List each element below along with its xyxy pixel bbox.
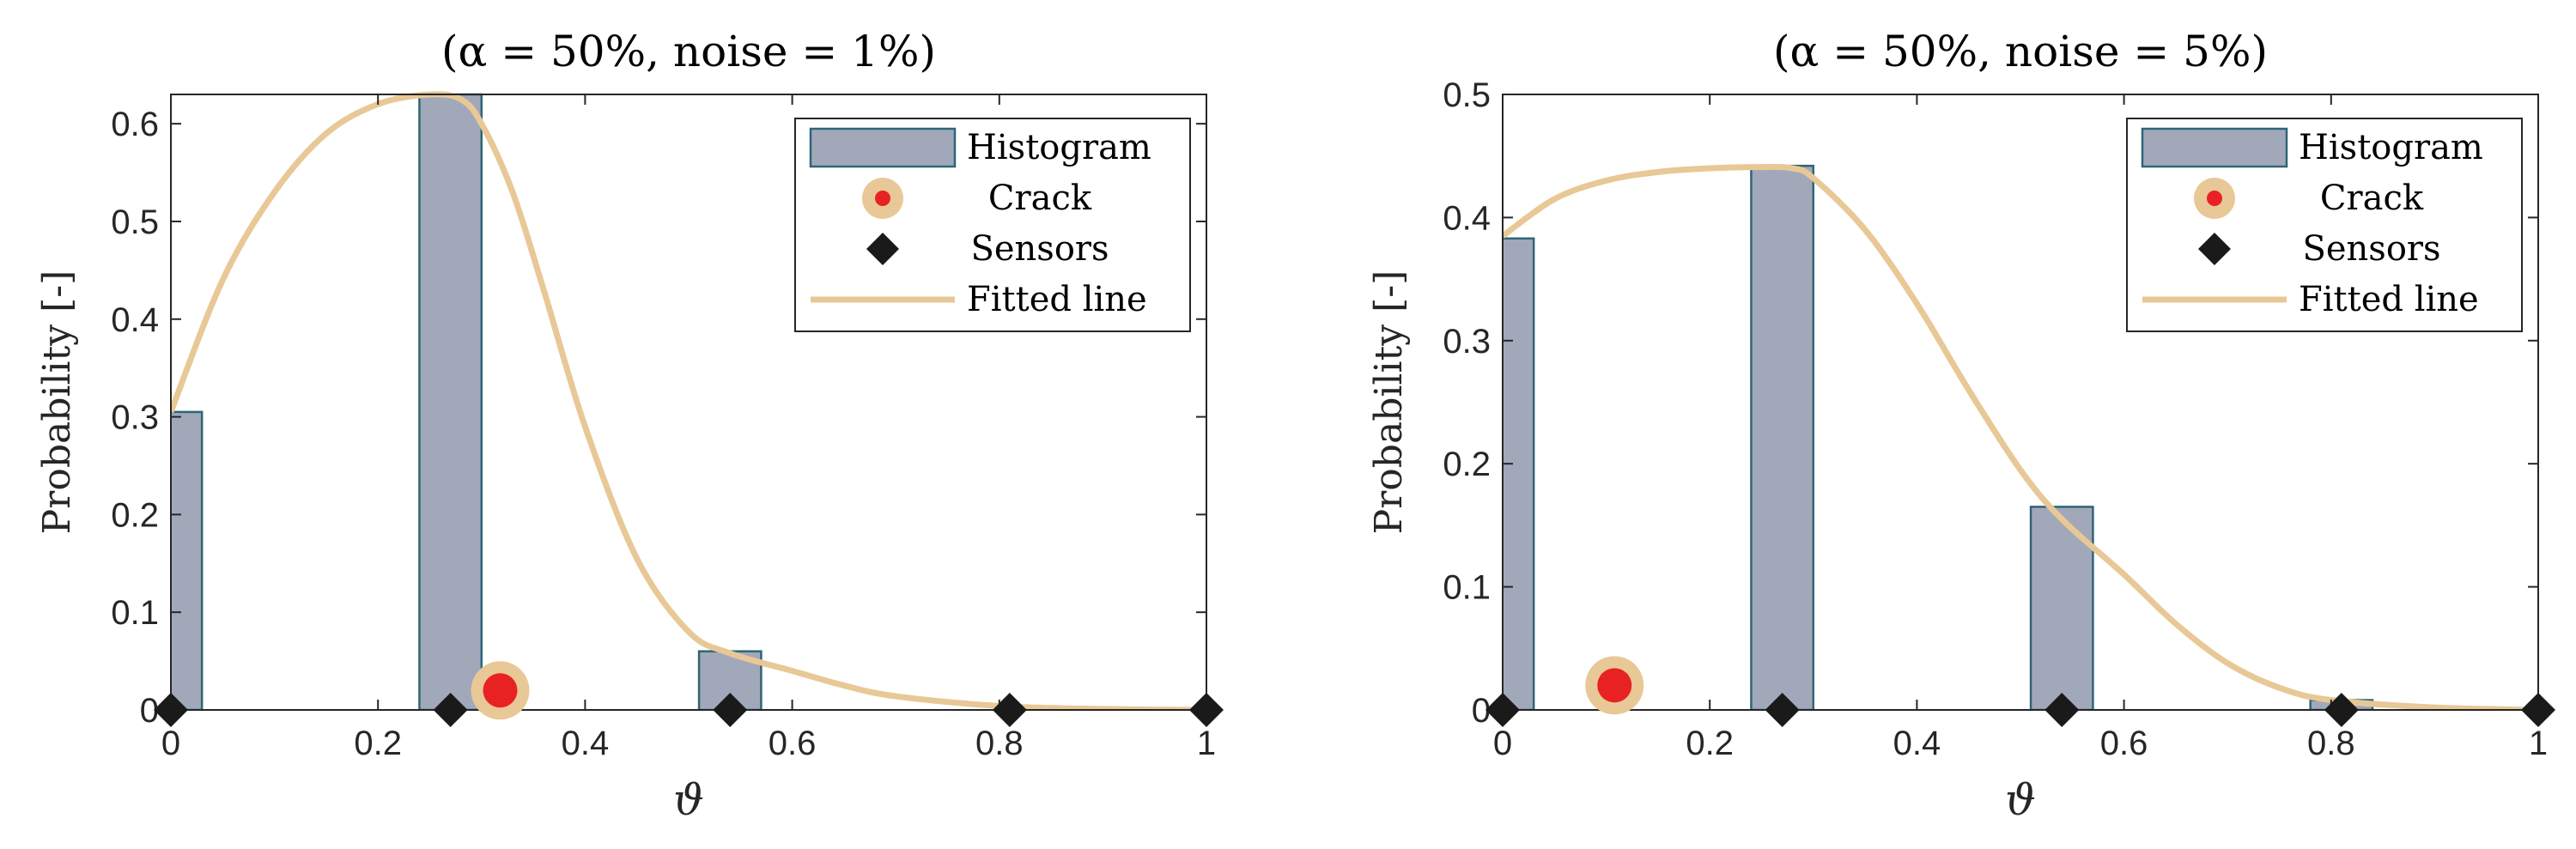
axes-box xyxy=(1502,94,2539,711)
legend-label: Histogram xyxy=(967,128,1151,167)
x-tick-label: 0 xyxy=(1493,725,1512,762)
sensor-marker xyxy=(1765,693,1800,727)
chart-panel-2: 0 0.2 0.4 0.6 0.8 1 0 0.1 0.2 0.3 0.4 0.5 (α = 50%, … xyxy=(1367,27,2555,825)
histogram-bar xyxy=(1503,237,1535,710)
sensor-marker xyxy=(992,693,1027,727)
y-tick-label: 0.5 xyxy=(1443,76,1491,114)
x-tick-label: 1 xyxy=(2529,725,2548,762)
legend-label: Crack xyxy=(988,179,1092,218)
fitted-line xyxy=(171,91,1206,710)
y-tick-label: 0.4 xyxy=(1443,199,1491,237)
x-axis-label: ϑ xyxy=(673,775,704,825)
legend-sensor-symbol xyxy=(866,233,899,265)
y-tick-label: 0.6 xyxy=(111,106,159,143)
x-tick-label: 0 xyxy=(161,725,180,762)
y-tick-label: 0.1 xyxy=(111,594,159,632)
chart-title: (α = 50%, noise = 1%) xyxy=(441,27,936,76)
y-tick-label: 0.2 xyxy=(111,496,159,534)
histogram-bar xyxy=(2029,506,2094,710)
legend-label: Crack xyxy=(2320,179,2424,218)
x-tick-label: 0.2 xyxy=(354,725,402,762)
histogram-bar xyxy=(418,93,483,710)
axes-box xyxy=(170,94,1207,711)
y-tick-label: 0.3 xyxy=(111,399,159,437)
legend-sensor-symbol xyxy=(2198,233,2231,265)
sensor-marker xyxy=(433,693,468,727)
x-tick-label: 0.6 xyxy=(2100,725,2148,762)
y-tick-label: 0.5 xyxy=(111,203,159,241)
legend: Histogram Crack Sensors Fitted line xyxy=(794,118,1191,332)
x-tick-label: 0.6 xyxy=(769,725,817,762)
legend-histogram-symbol xyxy=(809,127,957,168)
chart-title: (α = 50%, noise = 5%) xyxy=(1773,27,2268,76)
legend-crack-symbol-inner xyxy=(875,191,890,206)
chart-panel-1: 0 0.2 0.4 0.6 0.8 1 0 0.1 0.2 0.3 0.4 0.5 0.6 (α = 50… xyxy=(35,27,1224,825)
sensor-marker xyxy=(2324,693,2359,727)
legend-label: Fitted line xyxy=(2299,280,2479,319)
y-tick-label: 0.1 xyxy=(1443,569,1491,607)
sensor-marker xyxy=(713,693,748,727)
y-tick-label: 0 xyxy=(1472,692,1491,730)
x-tick-label: 0.4 xyxy=(1893,725,1941,762)
legend-histogram-symbol xyxy=(2141,127,2288,168)
legend-label: Sensors xyxy=(2302,229,2440,269)
y-tick-label: 0 xyxy=(140,692,159,730)
y-tick-label: 0.4 xyxy=(111,301,159,339)
histogram-bar xyxy=(171,410,204,710)
legend-crack-symbol-inner xyxy=(2207,191,2222,206)
y-tick-label: 0.3 xyxy=(1443,323,1491,361)
data-layer xyxy=(1503,163,2538,710)
sensor-marker xyxy=(154,693,188,727)
y-axis-label: Probability [-] xyxy=(35,270,79,535)
legend-label: Sensors xyxy=(970,229,1109,269)
x-tick-label: 0.2 xyxy=(1686,725,1734,762)
sensor-marker xyxy=(2521,693,2555,727)
x-tick-label: 0.8 xyxy=(2307,725,2355,762)
crack-marker-inner xyxy=(483,673,518,708)
x-tick-label: 1 xyxy=(1197,725,1216,762)
sensor-marker xyxy=(1485,693,1520,727)
crack-marker-inner xyxy=(1597,668,1632,703)
x-tick-label: 0.4 xyxy=(562,725,610,762)
x-tick-label: 0.8 xyxy=(975,725,1024,762)
legend-label: Fitted line xyxy=(967,280,1147,319)
fitted-line xyxy=(1503,163,2538,710)
legend-label: Histogram xyxy=(2299,128,2483,167)
x-axis-label: ϑ xyxy=(2005,775,2036,825)
y-axis-label: Probability [-] xyxy=(1367,270,1411,535)
histogram-bar xyxy=(1750,164,1815,710)
y-tick-label: 0.2 xyxy=(1443,446,1491,483)
sensor-marker xyxy=(1189,693,1224,727)
legend: Histogram Crack Sensors Fitted line xyxy=(2126,118,2523,332)
sensor-marker xyxy=(2044,693,2080,727)
